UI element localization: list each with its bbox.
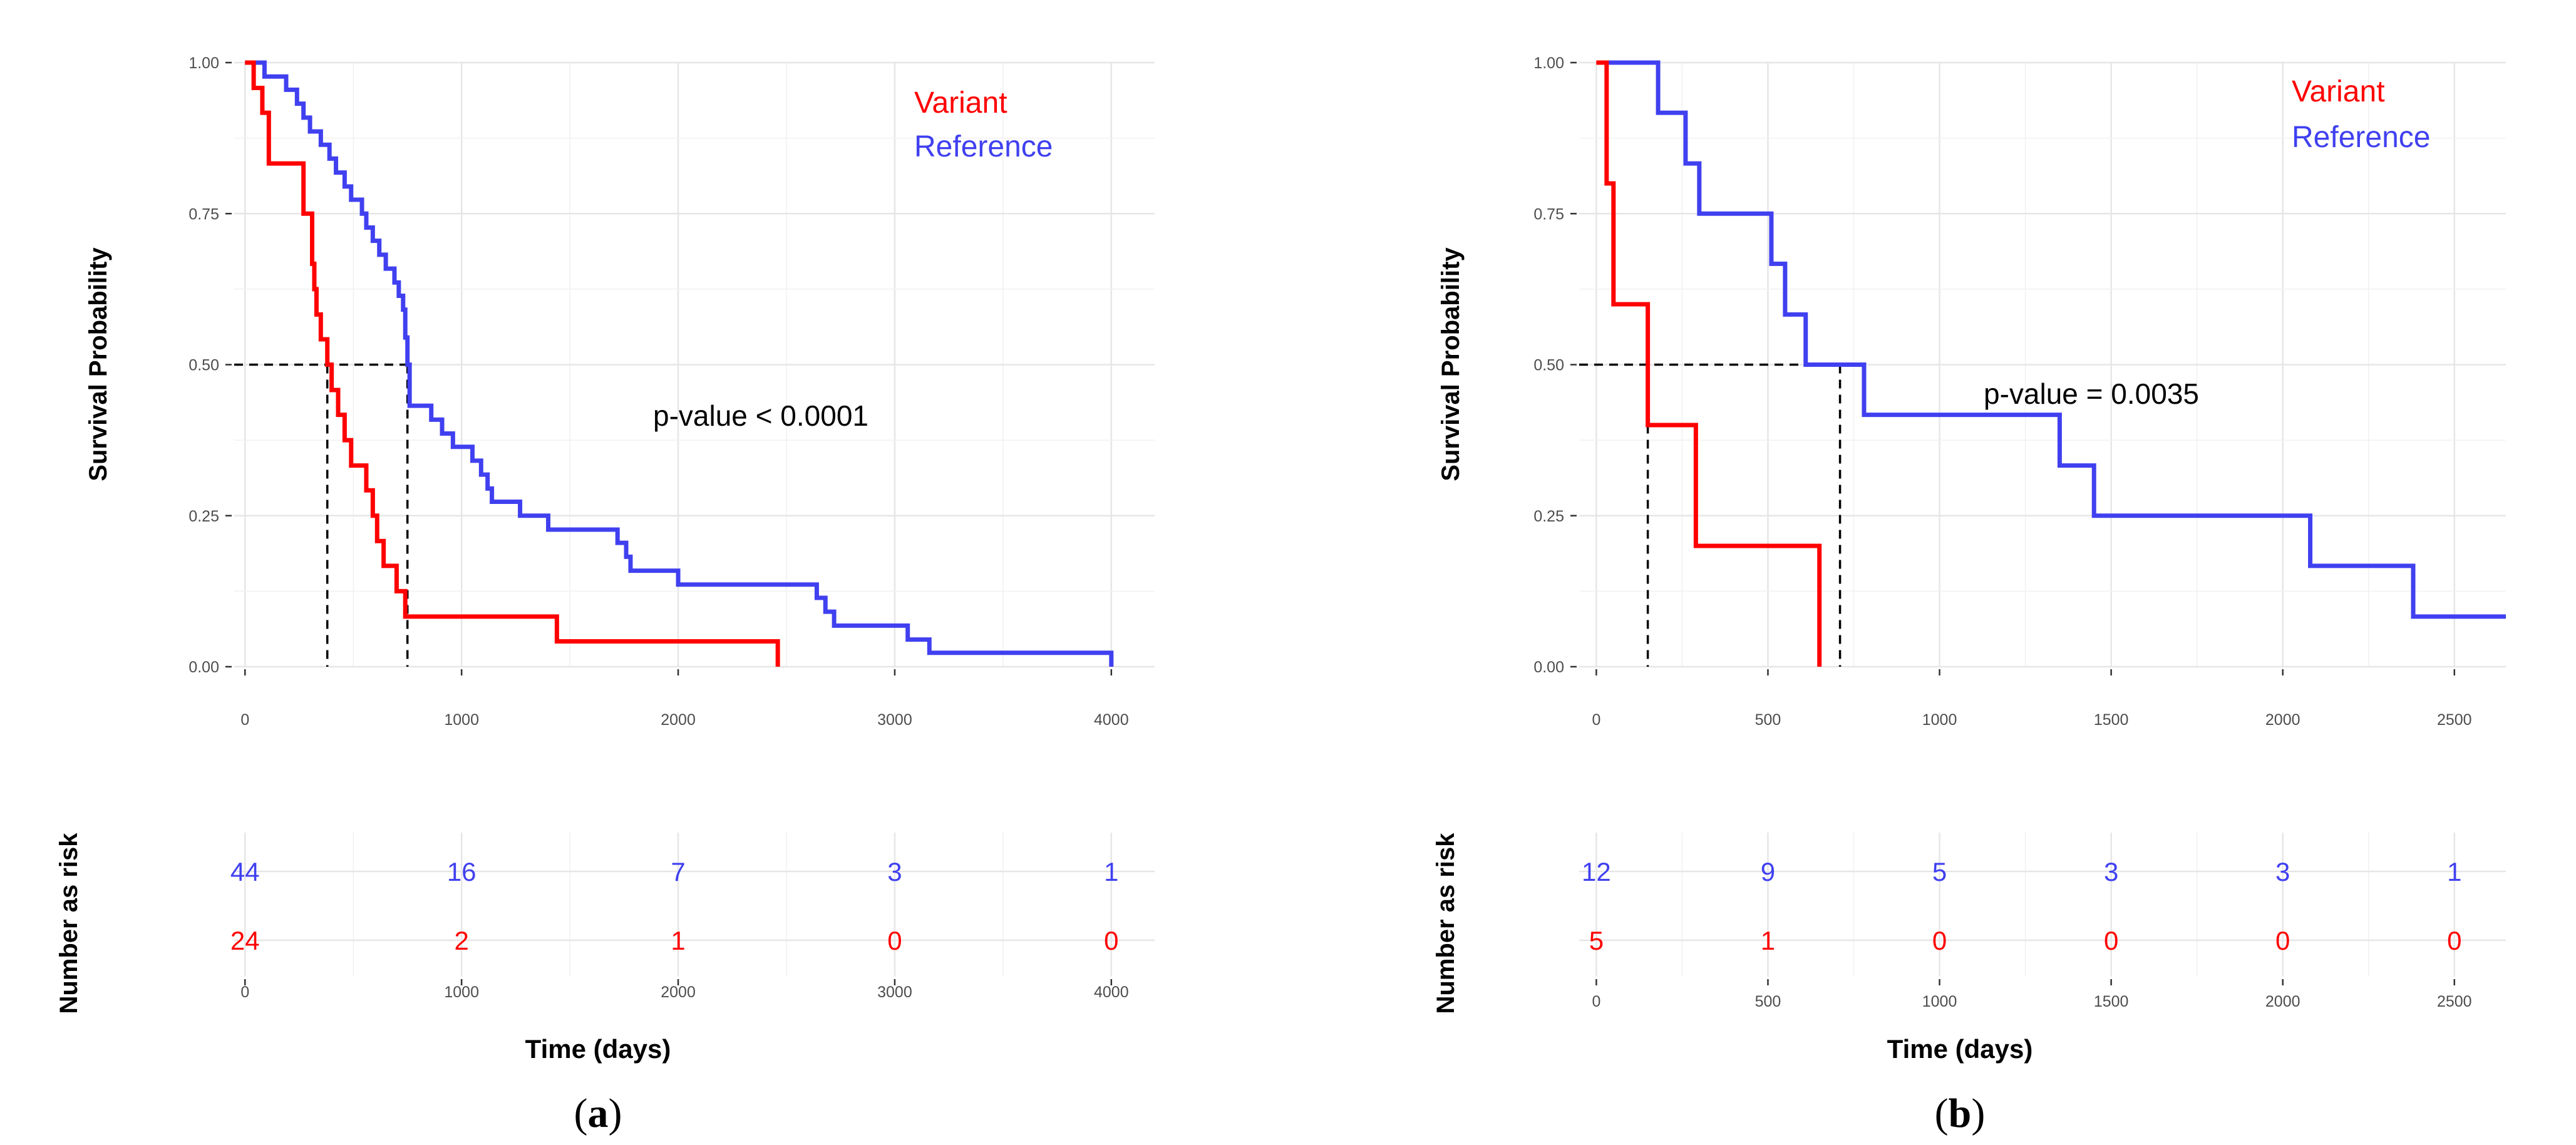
panel-label: (b)	[1935, 1091, 1986, 1136]
risk-count-reference: 9	[1761, 857, 1775, 886]
risk-count-variant: 1	[1761, 926, 1775, 955]
risk-count-reference: 3	[2104, 857, 2118, 886]
x-tick-label: 2000	[2265, 711, 2300, 729]
panel-label-open-paren: (	[574, 1091, 588, 1136]
median-lines	[234, 363, 409, 667]
risk-count-reference: 44	[230, 857, 260, 886]
risk-count-reference: 1	[2447, 857, 2461, 886]
panel-label: (a)	[574, 1091, 622, 1136]
panel-label-letter: b	[1949, 1091, 1972, 1136]
risk-x-tick-label: 1000	[444, 983, 479, 1001]
panel-a: 0.000.250.500.751.000 1000 2000 3000 4000Sur…	[55, 54, 1155, 1136]
x-tick-label: 2000	[661, 711, 696, 729]
risk-x-tick-label: 1000	[1922, 993, 1957, 1010]
y-tick-label: 0.00	[1533, 659, 1564, 676]
y-axis-label: Survival Probability	[85, 247, 112, 481]
panel-b: 0.000.250.500.751.000 500 1000 1500 2000 2500…	[1432, 54, 2506, 1136]
y-tick-label: 0.25	[1533, 508, 1564, 525]
panel-label-close-paren: )	[1971, 1091, 1985, 1136]
panel-label-letter: a	[588, 1091, 609, 1136]
risk-count-variant: 1	[671, 926, 685, 955]
x-tick-label: 4000	[1094, 711, 1129, 729]
x-tick-label: 0	[1592, 711, 1600, 729]
risk-x-tick-label: 3000	[877, 983, 912, 1001]
legend-label-variant: Variant	[2292, 75, 2385, 108]
survival-curve-variant	[1596, 60, 1822, 667]
risk-x-tick-label: 500	[1755, 993, 1781, 1010]
risk-x-tick-label: 0	[240, 983, 249, 1001]
risk-table-label: Number as risk	[55, 833, 83, 1014]
risk-count-variant: 0	[2104, 926, 2118, 955]
legend-label-variant: Variant	[914, 86, 1007, 120]
risk-count-reference: 1	[1104, 857, 1118, 886]
risk-count-variant: 24	[230, 926, 260, 955]
plot-grid	[234, 61, 1155, 668]
risk-count-variant: 0	[1932, 926, 1947, 955]
risk-count-variant: 0	[887, 926, 902, 955]
risk-count-reference: 7	[671, 857, 685, 886]
risk-count-reference: 16	[447, 857, 477, 886]
panel-label-close-paren: )	[609, 1091, 622, 1136]
survival-curve-reference	[1596, 60, 2506, 619]
legend-label-reference: Reference	[914, 130, 1053, 163]
y-tick-label: 0.75	[188, 205, 219, 223]
risk-count-reference: 3	[887, 857, 902, 886]
p-value-annotation: p-value < 0.0001	[653, 399, 868, 432]
x-tick-label: 0	[240, 711, 249, 729]
legend: Variant Reference	[2292, 75, 2430, 154]
y-tick-label: 0.25	[188, 508, 219, 525]
risk-count-variant: 0	[1104, 926, 1118, 955]
y-tick-label: 0.75	[1533, 205, 1564, 223]
risk-count-variant: 0	[2275, 926, 2290, 955]
y-tick-label: 0.50	[188, 357, 219, 374]
x-axis-label: Time (days)	[525, 1034, 671, 1064]
x-tick-label: 1000	[1922, 711, 1957, 729]
risk-count-reference: 5	[1932, 857, 1947, 886]
x-axis-label: Time (days)	[1887, 1034, 2033, 1064]
p-value-annotation: p-value = 0.0035	[1984, 377, 2199, 410]
risk-x-tick-label: 4000	[1094, 983, 1129, 1001]
risk-count-reference: 3	[2275, 857, 2290, 886]
y-tick-label: 0.00	[188, 659, 219, 676]
risk-x-tick-label: 2000	[661, 983, 696, 1001]
plot-grid	[1579, 61, 2506, 668]
legend: Variant Reference	[914, 86, 1053, 163]
risk-x-tick-label: 2500	[2437, 993, 2472, 1010]
y-tick-label: 1.00	[1533, 54, 1564, 72]
y-axis-label: Survival Probability	[1437, 247, 1465, 481]
y-tick-label: 0.50	[1533, 357, 1564, 374]
y-tick-label: 1.00	[188, 54, 219, 72]
risk-count-reference: 12	[1582, 857, 1611, 886]
x-tick-label: 2500	[2437, 711, 2472, 729]
risk-table: 44 16 7 3 124 2 1 0 00 1000 2000 3000 4000	[230, 833, 1155, 1001]
risk-count-variant: 0	[2447, 926, 2461, 955]
risk-count-variant: 2	[454, 926, 468, 955]
x-tick-label: 3000	[877, 711, 912, 729]
risk-x-tick-label: 2000	[2265, 993, 2300, 1010]
x-tick-label: 500	[1755, 711, 1781, 729]
risk-count-variant: 5	[1589, 926, 1604, 955]
risk-x-tick-label: 0	[1592, 993, 1600, 1010]
x-tick-label: 1500	[2094, 711, 2129, 729]
risk-table: 12 9 5 3 3 15 1 0 0 0 00 500 1000 1500 2000 2500	[1579, 833, 2506, 1010]
survival-curve-variant	[245, 60, 780, 667]
x-tick-label: 1000	[444, 711, 479, 729]
panel-label-open-paren: (	[1935, 1091, 1949, 1136]
risk-table-label: Number as risk	[1432, 833, 1460, 1014]
risk-x-tick-label: 1500	[2094, 993, 2129, 1010]
legend-label-reference: Reference	[2292, 121, 2430, 154]
survival-curve-reference	[245, 60, 1114, 667]
